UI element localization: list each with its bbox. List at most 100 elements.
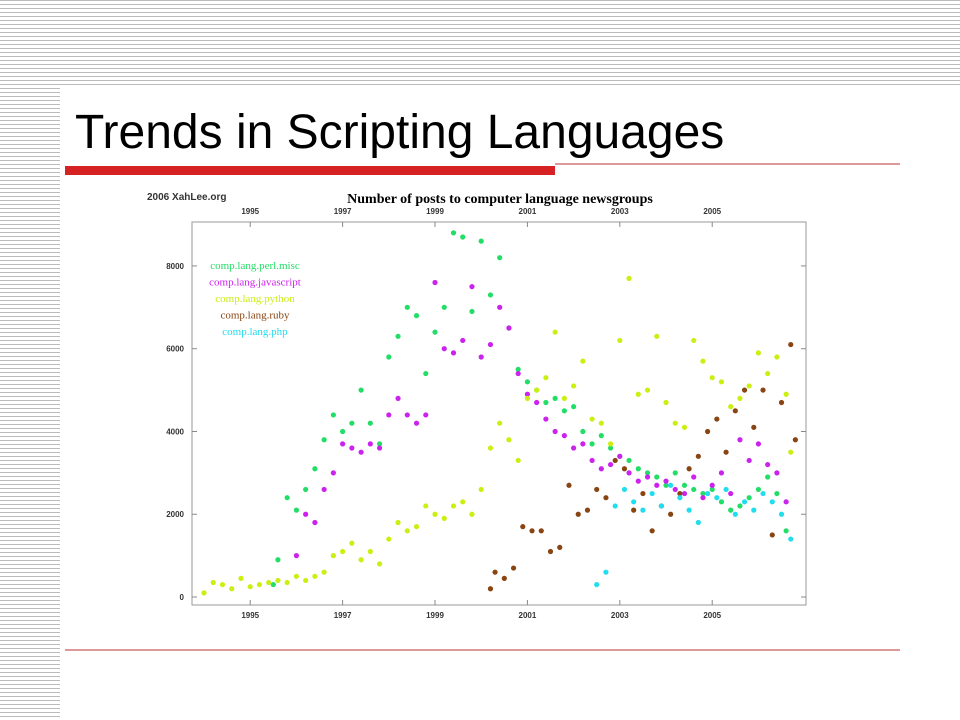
point xyxy=(594,581,600,588)
point xyxy=(769,499,775,505)
legend-entry: comp.lang.python xyxy=(215,293,295,305)
point xyxy=(524,395,531,401)
point xyxy=(367,548,373,555)
point xyxy=(668,482,674,488)
point xyxy=(469,308,475,315)
point xyxy=(580,428,586,435)
point xyxy=(487,341,494,348)
point xyxy=(478,238,484,244)
point xyxy=(594,486,600,493)
point xyxy=(571,404,577,410)
point xyxy=(229,586,235,592)
point xyxy=(358,557,364,563)
point xyxy=(788,536,794,542)
point xyxy=(635,391,641,397)
point xyxy=(552,329,558,335)
point xyxy=(367,441,373,447)
point xyxy=(441,515,447,521)
point xyxy=(737,437,743,443)
y-tick-label: 6000 xyxy=(166,345,184,354)
legend-entry: comp.lang.ruby xyxy=(220,310,290,322)
point xyxy=(714,416,720,422)
point xyxy=(621,466,628,472)
y-tick-label: 4000 xyxy=(166,427,184,436)
point xyxy=(598,420,604,426)
point xyxy=(386,412,392,418)
point xyxy=(654,333,660,339)
point xyxy=(746,495,752,501)
point xyxy=(524,379,531,385)
point xyxy=(741,387,748,393)
point xyxy=(612,503,618,509)
point xyxy=(460,499,466,505)
point xyxy=(303,511,309,517)
point xyxy=(607,461,614,468)
point xyxy=(704,428,711,435)
point xyxy=(510,565,517,571)
point xyxy=(617,337,623,344)
x-tick-label: 1999 xyxy=(426,611,444,620)
point xyxy=(432,511,438,517)
point xyxy=(538,528,544,534)
point xyxy=(649,490,655,497)
point xyxy=(728,507,734,513)
x-tick-label-top: 2005 xyxy=(703,207,721,216)
chart-image xyxy=(145,185,830,610)
x-tick-label-top: 2003 xyxy=(611,207,629,216)
point xyxy=(469,284,475,290)
point xyxy=(774,490,780,497)
x-tick-label-top: 2001 xyxy=(519,207,537,216)
point xyxy=(330,553,336,559)
point xyxy=(732,511,738,517)
point xyxy=(755,486,762,493)
point xyxy=(571,383,577,389)
point xyxy=(460,337,466,344)
point xyxy=(330,470,336,476)
point xyxy=(340,441,346,447)
point xyxy=(293,573,300,579)
y-tick-label: 0 xyxy=(180,593,185,602)
point xyxy=(718,379,725,385)
point xyxy=(376,445,383,451)
point xyxy=(413,420,420,426)
point xyxy=(783,528,789,534)
point xyxy=(552,395,558,401)
point xyxy=(478,486,484,493)
legend-entry: comp.lang.perl.misc xyxy=(210,260,300,272)
point xyxy=(788,449,794,455)
point xyxy=(746,383,752,389)
point xyxy=(626,457,632,464)
point xyxy=(728,490,734,497)
point xyxy=(349,540,355,546)
point xyxy=(714,495,720,501)
point xyxy=(492,569,498,575)
point xyxy=(746,457,752,464)
point xyxy=(312,573,318,579)
point xyxy=(284,579,290,586)
point xyxy=(238,575,244,581)
point xyxy=(737,503,743,509)
point xyxy=(256,581,263,588)
point xyxy=(404,304,410,310)
point xyxy=(644,470,651,476)
point xyxy=(691,474,697,480)
x-tick-label: 2003 xyxy=(611,611,629,620)
point xyxy=(681,490,688,497)
point xyxy=(210,579,216,586)
point xyxy=(450,350,457,356)
point xyxy=(561,395,567,401)
point xyxy=(765,474,771,480)
point xyxy=(589,457,595,464)
point xyxy=(340,428,346,435)
point xyxy=(769,532,775,538)
point xyxy=(658,503,664,509)
point xyxy=(612,457,618,464)
point xyxy=(621,486,628,493)
point xyxy=(686,507,692,513)
point xyxy=(441,346,447,352)
point xyxy=(700,495,706,501)
point xyxy=(275,557,281,563)
point xyxy=(413,313,420,319)
point xyxy=(783,499,789,505)
point xyxy=(376,441,383,447)
